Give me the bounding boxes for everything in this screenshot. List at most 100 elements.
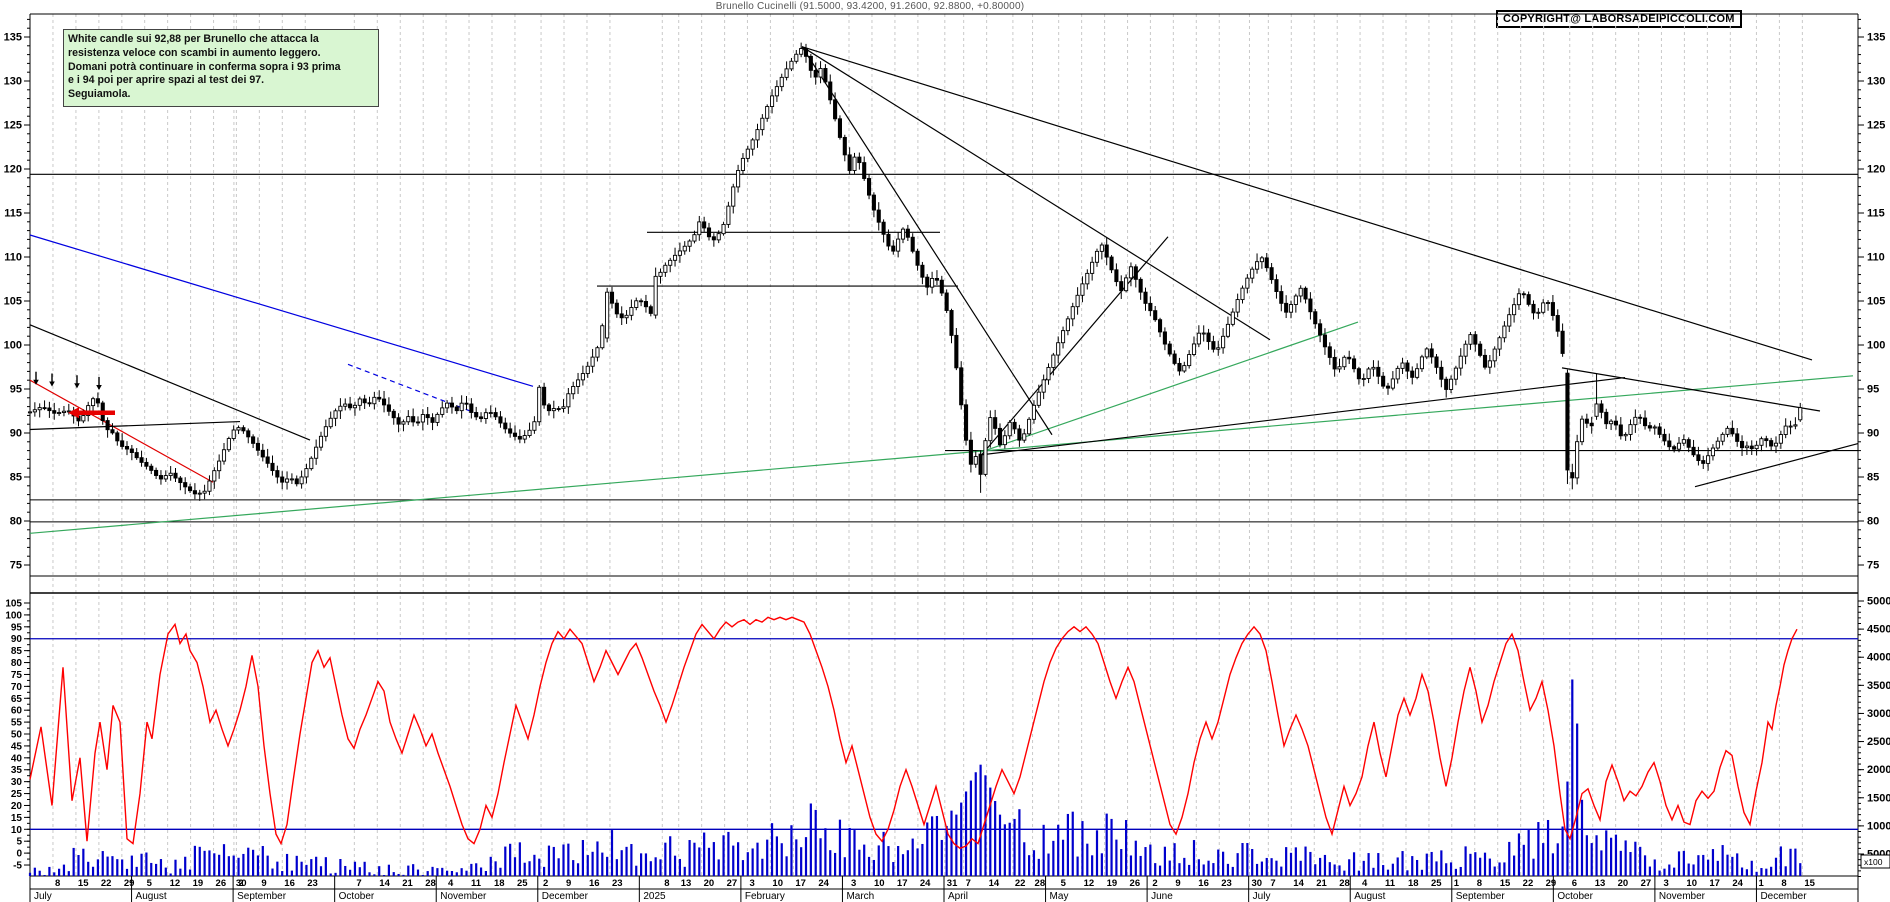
svg-text:April: April: [948, 891, 968, 902]
svg-text:40000: 40000: [1867, 652, 1890, 664]
svg-text:30000: 30000: [1867, 708, 1890, 720]
svg-text:85: 85: [10, 472, 22, 484]
svg-text:9: 9: [261, 878, 266, 889]
svg-text:75: 75: [10, 560, 22, 572]
svg-text:100: 100: [4, 340, 22, 352]
svg-text:15000: 15000: [1867, 792, 1890, 804]
svg-text:22: 22: [1523, 878, 1534, 889]
horizontal-levels: [30, 173, 1858, 523]
svg-text:February: February: [745, 891, 785, 902]
svg-text:105: 105: [5, 599, 22, 610]
svg-text:20: 20: [704, 878, 715, 889]
svg-text:27: 27: [1641, 878, 1652, 889]
svg-text:17: 17: [1709, 878, 1720, 889]
svg-text:7: 7: [966, 878, 971, 889]
svg-text:25000: 25000: [1867, 736, 1890, 748]
svg-text:45: 45: [11, 741, 23, 752]
svg-text:December: December: [1760, 891, 1807, 902]
svg-text:29: 29: [124, 878, 135, 889]
svg-text:130: 130: [4, 76, 22, 88]
svg-text:25: 25: [1431, 878, 1442, 889]
svg-text:85: 85: [1867, 472, 1879, 484]
svg-text:9: 9: [566, 878, 571, 889]
svg-text:115: 115: [1867, 208, 1885, 220]
svg-text:12: 12: [170, 878, 181, 889]
svg-text:125: 125: [1867, 120, 1885, 132]
candlesticks[interactable]: [27, 42, 1803, 501]
svg-text:19: 19: [1107, 878, 1118, 889]
svg-text:10: 10: [11, 825, 23, 836]
annotation-line: White candle sui 92,88 per Brunello che …: [68, 33, 319, 45]
svg-text:November: November: [440, 891, 487, 902]
svg-text:90: 90: [1867, 428, 1879, 440]
svg-text:15: 15: [1500, 878, 1511, 889]
svg-text:28: 28: [1035, 878, 1046, 889]
svg-text:80: 80: [1867, 516, 1879, 528]
svg-text:16: 16: [284, 878, 295, 889]
annotation-line: e i 94 poi per aprire spazi al test dei …: [68, 74, 265, 87]
svg-text:May: May: [1050, 891, 1069, 902]
svg-text:22: 22: [1015, 878, 1026, 889]
svg-text:31: 31: [947, 878, 958, 889]
svg-text:95: 95: [11, 622, 23, 633]
svg-text:10: 10: [1686, 878, 1697, 889]
svg-text:5: 5: [1061, 878, 1067, 889]
svg-text:August: August: [1354, 891, 1385, 902]
svg-text:25: 25: [11, 789, 23, 800]
red-left-arrow-icon: [68, 407, 115, 419]
svg-text:18: 18: [1408, 878, 1419, 889]
svg-text:3: 3: [851, 878, 856, 889]
svg-text:35000: 35000: [1867, 680, 1890, 692]
svg-text:7: 7: [356, 878, 361, 889]
svg-text:80: 80: [10, 516, 22, 528]
svg-text:28: 28: [425, 878, 436, 889]
svg-text:95: 95: [10, 384, 22, 396]
svg-text:14: 14: [379, 878, 390, 889]
svg-text:100: 100: [5, 610, 22, 621]
svg-text:50: 50: [11, 730, 23, 741]
svg-text:115: 115: [4, 208, 22, 220]
svg-text:85: 85: [11, 646, 23, 657]
svg-text:11: 11: [471, 878, 482, 889]
down-arrow-icon: [33, 379, 39, 385]
svg-text:65: 65: [11, 694, 23, 705]
svg-text:0: 0: [16, 849, 22, 860]
threshold-lines: [30, 638, 1858, 830]
svg-text:9: 9: [1175, 878, 1180, 889]
svg-text:100: 100: [1867, 340, 1885, 352]
down-arrow-icon: [96, 385, 102, 390]
lower-y-axis: 1051009590858075706560555045403530252015…: [5, 596, 1890, 877]
svg-text:14: 14: [1293, 878, 1304, 889]
svg-text:17: 17: [795, 878, 806, 889]
svg-text:105: 105: [4, 296, 22, 308]
svg-text:26: 26: [216, 878, 227, 889]
svg-text:20: 20: [11, 801, 23, 812]
svg-text:20000: 20000: [1867, 764, 1890, 776]
svg-text:110: 110: [4, 252, 22, 264]
svg-text:13: 13: [681, 878, 692, 889]
svg-text:8: 8: [1781, 878, 1786, 889]
svg-text:8: 8: [1477, 878, 1482, 889]
svg-text:135: 135: [4, 32, 22, 44]
svg-text:6: 6: [1572, 878, 1577, 889]
oscillator-line: [29, 616, 1798, 850]
svg-text:x100: x100: [1864, 857, 1883, 867]
annotation-line: Domani potrà continuare in conferma sopr…: [68, 60, 341, 73]
svg-text:2: 2: [238, 878, 243, 889]
volume-unit-note: x100: [1860, 854, 1890, 869]
svg-text:2: 2: [1152, 878, 1157, 889]
svg-text:2: 2: [543, 878, 548, 889]
svg-text:25: 25: [517, 878, 528, 889]
svg-text:95: 95: [1867, 384, 1879, 396]
svg-text:October: October: [1557, 891, 1593, 902]
svg-text:24: 24: [1732, 878, 1743, 889]
svg-text:10: 10: [772, 878, 783, 889]
svg-text:60: 60: [11, 706, 23, 717]
svg-text:July: July: [1253, 891, 1271, 902]
svg-text:December: December: [542, 891, 589, 902]
svg-text:120: 120: [1867, 164, 1885, 176]
week-gridlines: [52, 14, 1803, 876]
svg-text:5: 5: [147, 878, 153, 889]
